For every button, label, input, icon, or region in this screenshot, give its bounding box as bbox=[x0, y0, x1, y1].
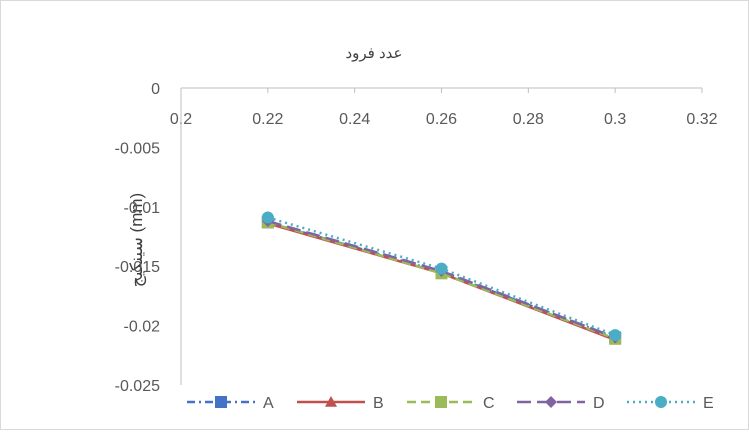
legend-label: C bbox=[483, 395, 495, 412]
y-axis-ticks: 0 -0.005 -0.01 -0.015 -0.02 -0.025 bbox=[115, 81, 160, 395]
legend-label: B bbox=[373, 395, 384, 412]
legend-label: E bbox=[703, 395, 714, 412]
data-point bbox=[435, 262, 448, 275]
legend: A B C D E bbox=[187, 395, 714, 412]
y-tick-label: -0.02 bbox=[124, 319, 161, 336]
legend-label: A bbox=[263, 395, 274, 412]
x-tick-label: 0.24 bbox=[339, 111, 370, 128]
x-tick-label: 0.3 bbox=[604, 111, 626, 128]
series-layer bbox=[261, 211, 622, 345]
legend-item-d: D bbox=[517, 395, 605, 412]
y-tick-label: 0 bbox=[151, 81, 160, 98]
y-axis-label: سینکیج (mm) bbox=[127, 193, 147, 287]
legend-item-e: E bbox=[627, 395, 714, 412]
y-tick-label: -0.025 bbox=[115, 378, 160, 395]
chart-title: عدد فرود bbox=[345, 45, 402, 62]
legend-marker bbox=[545, 396, 557, 408]
legend-marker bbox=[215, 396, 227, 408]
legend-item-c: C bbox=[407, 395, 495, 412]
data-point bbox=[609, 329, 622, 342]
y-tick-label: -0.005 bbox=[115, 140, 160, 157]
legend-marker bbox=[435, 396, 447, 408]
series-e bbox=[261, 211, 622, 342]
x-tick-label: 0.22 bbox=[252, 111, 283, 128]
legend-item-b: B bbox=[297, 395, 384, 412]
series-line bbox=[267, 221, 616, 340]
legend-marker bbox=[655, 396, 667, 408]
legend-label: D bbox=[593, 395, 605, 412]
x-tick-label: 0.28 bbox=[513, 111, 544, 128]
y-tick-label: -0.015 bbox=[115, 259, 160, 276]
axes bbox=[180, 87, 702, 385]
legend-marker bbox=[325, 396, 337, 407]
x-tick-label: 0.26 bbox=[426, 111, 457, 128]
y-tick-label: -0.01 bbox=[124, 200, 161, 217]
x-tick-label: 0.32 bbox=[686, 111, 717, 128]
legend-item-a: A bbox=[187, 395, 274, 412]
data-point bbox=[261, 211, 274, 224]
x-axis-ticks: 0.2 0.22 0.24 0.26 0.28 0.3 0.32 bbox=[170, 88, 718, 128]
